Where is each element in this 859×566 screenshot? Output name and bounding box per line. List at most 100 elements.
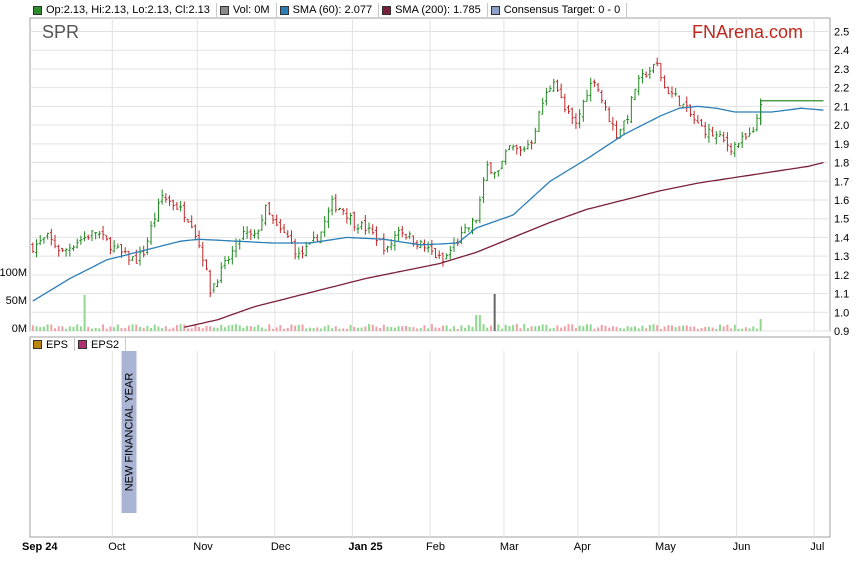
- volume-bar: [205, 325, 208, 331]
- volume-bar: [608, 327, 611, 331]
- volume-bar: [501, 328, 504, 331]
- ohlc-bar: [733, 141, 737, 158]
- time-tick-label: Nov: [193, 541, 213, 553]
- volume-bar: [419, 327, 422, 331]
- volume-bar: [283, 328, 286, 331]
- volume-bar: [504, 324, 507, 331]
- volume-bar: [593, 328, 596, 331]
- volume-bar: [109, 326, 112, 331]
- ohlc-bar: [304, 241, 308, 257]
- volume-bar: [622, 328, 625, 331]
- volume-bar: [260, 327, 263, 331]
- ohlc-bar: [666, 86, 670, 95]
- new-financial-year-label: NEW FINANCIAL YEAR: [124, 373, 136, 492]
- ohlc-bar: [182, 201, 186, 223]
- volume-bar: [401, 326, 404, 331]
- ohlc-bar: [164, 193, 168, 203]
- volume-bar: [759, 319, 762, 331]
- volume-bar: [582, 326, 585, 331]
- price-swatch-icon: [33, 5, 42, 15]
- volume-bar: [704, 326, 707, 331]
- ohlc-bar: [441, 252, 445, 267]
- ohlc-bar: [249, 229, 253, 240]
- volume-bar: [700, 327, 703, 331]
- volume-bar: [611, 326, 614, 331]
- volume-bar: [175, 325, 178, 331]
- ohlc-bar: [652, 63, 656, 74]
- ohlc-bar: [548, 85, 552, 92]
- ohlc-bar: [437, 250, 441, 259]
- ohlc-bar: [740, 131, 744, 149]
- ohlc-bar: [253, 229, 257, 239]
- volume-bar: [220, 324, 223, 331]
- volume-bar: [253, 327, 256, 331]
- ohlc-bar: [500, 160, 504, 170]
- ohlc-bar: [127, 250, 131, 266]
- volume-bar: [375, 326, 378, 331]
- volume-bar: [72, 326, 75, 331]
- ohlc-bar: [404, 233, 408, 240]
- volume-bar: [515, 324, 518, 331]
- ohlc-bar: [685, 96, 689, 112]
- volume-bar: [497, 324, 500, 331]
- ohlc-bar: [559, 83, 563, 99]
- legend-sma60-label: SMA (60): 2.077: [292, 4, 373, 16]
- volume-bar: [641, 325, 644, 331]
- price-tick-label: 1.9: [834, 139, 849, 151]
- volume-bar: [619, 327, 622, 331]
- volume-bar: [574, 328, 577, 331]
- ohlc-bar: [49, 228, 53, 246]
- ohlc-bar: [714, 131, 718, 145]
- ohlc-bar: [496, 170, 500, 177]
- ohlc-bar: [153, 212, 157, 228]
- volume-bar: [689, 326, 692, 331]
- ohlc-bar: [193, 224, 197, 240]
- price-tick-label: 2.0: [834, 120, 849, 132]
- volume-bar: [231, 324, 234, 331]
- legend-eps2: EPS2: [75, 338, 127, 351]
- volume-bar: [238, 325, 241, 331]
- volume-bar: [338, 328, 341, 331]
- ohlc-bar: [677, 95, 681, 107]
- time-tick-label: Feb: [426, 541, 445, 553]
- volume-bar: [356, 327, 359, 331]
- volume-bar: [286, 327, 289, 331]
- volume-bar: [42, 326, 45, 331]
- volume-bar: [393, 327, 396, 331]
- ohlc-bar: [696, 115, 700, 124]
- ohlc-bar: [607, 106, 611, 123]
- ohlc-bar: [271, 214, 275, 225]
- price-tick-label: 2.2: [834, 83, 849, 95]
- ohlc-bar: [448, 245, 452, 260]
- ohlc-bar: [552, 78, 556, 92]
- ohlc-bar: [31, 242, 35, 253]
- ohlc-bar: [578, 108, 582, 129]
- ohlc-bar: [589, 77, 593, 102]
- volume-bar: [397, 326, 400, 331]
- volume-bar: [223, 327, 226, 331]
- volume-bar: [722, 326, 725, 331]
- volume-bar: [54, 328, 57, 331]
- ohlc-bar: [563, 93, 567, 113]
- volume-bar: [615, 326, 618, 331]
- volume-bar: [645, 328, 648, 331]
- ticker-symbol: SPR: [42, 22, 80, 42]
- volume-axis-labels: 100M 50M 0M: [0, 267, 27, 335]
- ohlc-bar: [38, 235, 42, 245]
- ohlc-bar: [603, 100, 607, 111]
- volume-bar: [98, 328, 101, 331]
- ohlc-bar: [53, 234, 57, 249]
- volume-bar: [445, 325, 448, 331]
- ohlc-bar: [46, 232, 50, 240]
- volume-tick-label: 50M: [6, 295, 27, 307]
- ohlc-bar: [422, 239, 426, 252]
- ohlc-bar: [426, 241, 430, 253]
- volume-bar: [416, 328, 419, 331]
- eps2-swatch-icon: [78, 340, 88, 349]
- volume-bar: [634, 326, 637, 331]
- volume-bar: [290, 324, 293, 331]
- ohlc-bar: [175, 201, 179, 210]
- price-tick-label: 2.1: [834, 101, 849, 113]
- volume-bar: [541, 324, 544, 331]
- price-tick-label: 1.1: [834, 289, 849, 301]
